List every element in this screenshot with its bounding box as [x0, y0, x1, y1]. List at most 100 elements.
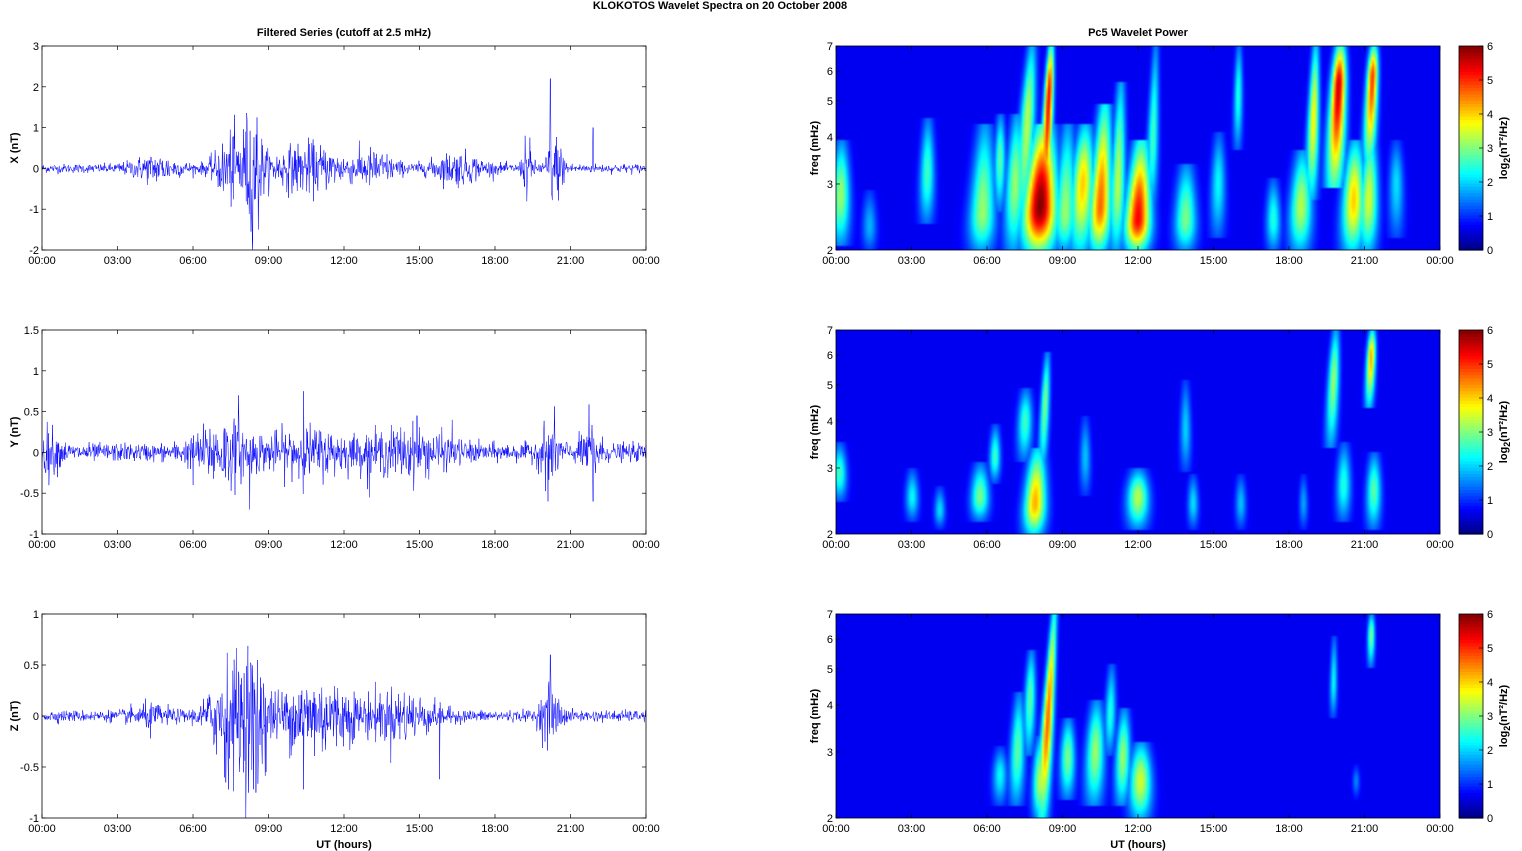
colorbar-swatch: [1459, 365, 1483, 369]
colorbar-swatch: [1459, 684, 1483, 688]
colorbar-swatch: [1459, 157, 1483, 162]
colorbar-swatch: [1459, 406, 1483, 411]
x-tick-label: 18:00: [481, 539, 509, 551]
colorbar-swatch: [1459, 371, 1483, 376]
colorbar-swatch: [1459, 109, 1483, 114]
x-tick-label: 21:00: [1351, 823, 1379, 835]
colorbar-swatch: [1459, 617, 1483, 621]
wavelet-panel-f: 2 3 4 5 6 7 freq (mHz) UT (hours): [809, 609, 1441, 851]
x-tick-label: 15:00: [1200, 823, 1228, 835]
colorbar-swatch: [1459, 763, 1483, 768]
y-tick-label: 0: [33, 447, 39, 459]
colorbar-swatch: [1459, 425, 1483, 430]
colorbar-swatch: [1459, 779, 1483, 784]
colorbar-swatch: [1459, 696, 1483, 701]
colorbar-swatch: [1459, 192, 1483, 197]
colorbar-swatch: [1459, 709, 1483, 714]
colorbar-swatch: [1459, 227, 1483, 232]
colorbar-swatch: [1459, 731, 1483, 736]
colorbar-swatch: [1459, 719, 1483, 723]
y-tick-label: 6: [827, 350, 833, 362]
x-tick-label: 00:00: [1426, 539, 1454, 551]
colorbar-label: log2(nT²/Hz): [1498, 684, 1512, 747]
colorbar-swatch: [1459, 492, 1483, 497]
x-tick-label: 09:00: [255, 823, 283, 835]
colorbar-swatch: [1459, 77, 1483, 82]
x-tick-label: 15:00: [1200, 539, 1228, 551]
colorbar-tick-label: 3: [1487, 143, 1493, 155]
colorbar-swatch: [1459, 202, 1483, 206]
colorbar-swatch: [1459, 530, 1483, 535]
panels: -2 -1 0 1 2 3 X (nT) Filtered Series (cutoff at…: [9, 27, 1512, 851]
colorbar-swatch: [1459, 489, 1483, 494]
series-line: [41, 391, 647, 510]
colorbar-swatch: [1459, 479, 1483, 484]
colorbar-label-sub: 2: [1502, 726, 1512, 731]
timeseries-panel-x: -2 -1 0 1 2 3 X (nT) Filtered Series (cutoff at…: [9, 27, 647, 257]
x-tick-label: 09:00: [1049, 255, 1077, 267]
x-tick-label: 15:00: [406, 539, 434, 551]
colorbar-swatch: [1459, 789, 1483, 794]
colorbar-swatch: [1459, 71, 1483, 76]
x-tick-label: 06:00: [973, 539, 1001, 551]
colorbar-swatch: [1459, 716, 1483, 720]
colorbar-swatch: [1459, 524, 1483, 529]
colorbar-swatch: [1459, 798, 1483, 803]
plot-area: [42, 330, 646, 534]
colorbar-tick-label: 3: [1487, 711, 1493, 723]
y-tick-label: 5: [827, 664, 833, 676]
y-tick-label: 7: [827, 41, 833, 53]
timeseries-panel-y: -1 -0.5 0 0.5 1 1.5 Y (nT): [9, 325, 647, 541]
colorbar-swatch: [1459, 639, 1483, 644]
colorbar-swatch: [1459, 90, 1483, 95]
colorbar-tick-label: 0: [1487, 245, 1493, 257]
x-tick-label: 06:00: [179, 539, 207, 551]
colorbar-swatch: [1459, 368, 1483, 373]
x-tick-label: 00:00: [822, 539, 850, 551]
colorbar-tick-label: 2: [1487, 745, 1493, 757]
colorbar-swatch: [1459, 658, 1483, 663]
colorbar-swatch: [1459, 642, 1483, 647]
y-tick-label: 3: [33, 41, 39, 53]
colorbar-swatch: [1459, 333, 1483, 337]
y-tick-label: 0: [33, 163, 39, 175]
x-tick-label: 18:00: [1275, 255, 1303, 267]
y-tick-label: 0: [33, 711, 39, 723]
colorbar-swatch: [1459, 760, 1483, 765]
colorbar-swatch: [1459, 246, 1483, 251]
y-tick-label: 5: [827, 96, 833, 108]
colorbar-swatch: [1459, 680, 1483, 685]
chart-title: Pc5 Wavelet Power: [1088, 27, 1189, 39]
colorbar-swatch: [1459, 106, 1483, 111]
colorbar-tick-label: 4: [1487, 393, 1493, 405]
wavelet-panel-f: 2 3 4 5 6 7 freq (mHz) Pc5 Wavelet Power: [809, 27, 1441, 257]
colorbar-swatch: [1459, 741, 1483, 746]
x-tick-label: 03:00: [898, 255, 926, 267]
colorbar-swatch: [1459, 243, 1483, 248]
colorbar-swatch: [1459, 693, 1483, 698]
colorbar-swatch: [1459, 68, 1483, 73]
colorbar-swatch: [1459, 100, 1483, 104]
wavelet-power-map: [836, 614, 1440, 818]
series-line: [41, 645, 647, 819]
colorbar-tick-label: 5: [1487, 359, 1493, 371]
colorbar-swatch: [1459, 170, 1483, 175]
x-tick-label: 06:00: [179, 255, 207, 267]
colorbar-tick-label: 2: [1487, 177, 1493, 189]
colorbar-swatch: [1459, 214, 1483, 219]
colorbar-swatch: [1459, 754, 1483, 759]
colorbar-swatch: [1459, 495, 1483, 500]
colorbar-swatch: [1459, 237, 1483, 242]
colorbar-tick-label: 6: [1487, 41, 1493, 53]
colorbar-swatch: [1459, 221, 1483, 226]
colorbar-swatch: [1459, 352, 1483, 357]
colorbar-swatch: [1459, 677, 1483, 682]
colorbar-swatch: [1459, 776, 1483, 781]
colorbar-tick-label: 1: [1487, 211, 1493, 223]
colorbar-swatch: [1459, 652, 1483, 657]
x-tick-label: 18:00: [1275, 823, 1303, 835]
y-tick-label: 7: [827, 325, 833, 337]
colorbar-swatch: [1459, 179, 1483, 184]
colorbar-swatch: [1459, 58, 1483, 63]
